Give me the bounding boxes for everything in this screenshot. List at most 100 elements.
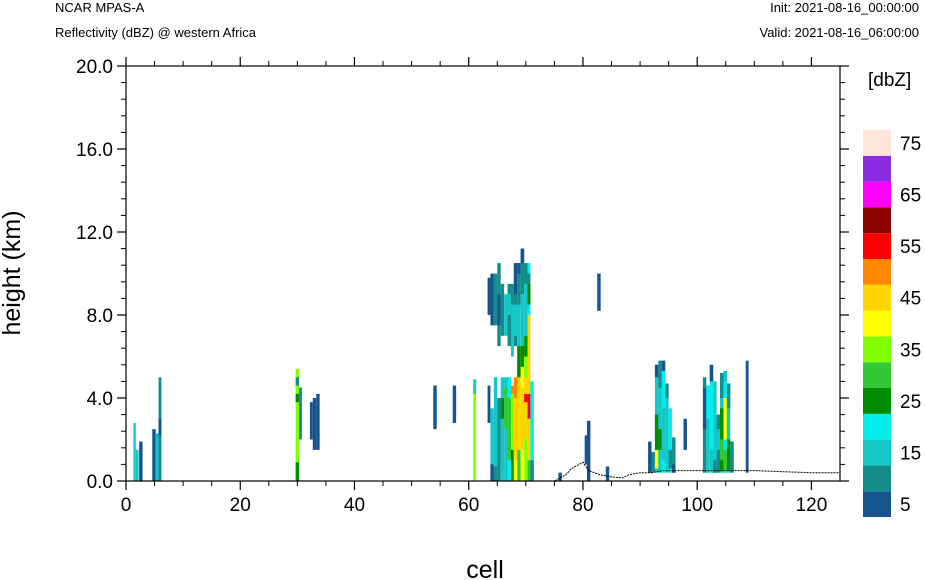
x-axis-title: cell <box>466 556 504 580</box>
reflectivity-cell <box>504 294 508 336</box>
colorbar-label: 5 <box>900 495 911 516</box>
reflectivity-cell <box>586 420 591 481</box>
reflectivity-cell <box>520 248 525 347</box>
colorbar-label: 55 <box>900 237 921 258</box>
reflectivity-cell <box>716 429 721 450</box>
reflectivity-cell <box>683 418 687 450</box>
reflectivity-cell <box>524 377 528 440</box>
reflectivity-cell <box>135 449 139 481</box>
reflectivity-cell <box>517 346 521 378</box>
reflectivity-cell <box>295 462 300 481</box>
reflectivity-cell <box>723 449 727 471</box>
reflectivity-cell <box>672 464 676 473</box>
colorbar-label: 15 <box>900 444 921 465</box>
reflectivity-cell <box>158 418 162 436</box>
colorbar-swatch <box>863 130 891 156</box>
reflectivity-cell <box>497 294 501 326</box>
reflectivity-cell <box>558 472 562 481</box>
reflectivity-cell <box>507 398 511 461</box>
y-tick-label: 8.0 <box>87 306 113 327</box>
reflectivity-cell <box>500 398 505 419</box>
colorbar-swatch <box>863 310 891 337</box>
colorbar-label: 25 <box>900 392 921 413</box>
y-tick-label: 16.0 <box>76 140 113 161</box>
reflectivity-cell <box>709 364 714 473</box>
reflectivity-cell <box>723 371 727 382</box>
colorbar-swatch <box>863 207 891 234</box>
reflectivity-cell <box>133 422 136 481</box>
colorbar-label: 65 <box>900 186 921 207</box>
reflectivity-cell <box>720 373 724 398</box>
reflectivity-cell <box>658 360 662 473</box>
colorbar-swatch <box>863 284 891 311</box>
reflectivity-cell <box>730 441 734 473</box>
reflectivity-cell <box>520 346 525 367</box>
x-tick-label: 20 <box>230 495 251 516</box>
reflectivity-cell <box>517 263 521 305</box>
colorbar-swatch <box>863 259 891 285</box>
reflectivity-cell <box>500 377 505 481</box>
x-tick-label: 80 <box>572 495 593 516</box>
reflectivity-cell <box>527 283 531 305</box>
colorbar-unit: [dbZ] <box>868 70 911 91</box>
reflectivity-cell <box>295 368 300 481</box>
reflectivity-cell <box>316 393 320 450</box>
field-title: Reflectivity (dBZ) @ western Africa <box>55 25 257 40</box>
reflectivity-cell <box>654 449 659 469</box>
reflectivity-cell <box>513 377 518 398</box>
reflectivity-cell <box>668 449 673 469</box>
reflectivity-cell <box>702 387 707 430</box>
reflectivity-cell <box>520 248 525 264</box>
reflectivity-cell <box>295 393 300 403</box>
reflectivity-cell <box>672 437 676 473</box>
colorbar-swatch <box>863 233 891 259</box>
plot-axes: 0 20 40 60 80 100 120 0.0 4.0 8.0 12.0 16.0 20.0 <box>76 57 849 516</box>
reflectivity-cell <box>726 439 731 471</box>
reflectivity-cell <box>524 335 528 357</box>
reflectivity-cell <box>513 263 518 295</box>
y-tick-label: 0.0 <box>87 472 113 493</box>
reflectivity-cell <box>668 408 673 473</box>
colorbar-label: 45 <box>900 289 921 310</box>
reflectivity-cell <box>517 263 521 274</box>
reflectivity-cell <box>487 385 491 423</box>
reflectivity-cell <box>493 466 498 481</box>
reflectivity-cell <box>309 402 313 440</box>
reflectivity-cell <box>527 377 531 394</box>
reflectivity-cell <box>527 273 531 284</box>
colorbar-label: 35 <box>900 340 921 361</box>
reflectivity-cell <box>507 294 511 315</box>
colorbar-swatch <box>863 465 891 492</box>
init-time: Init: 2021-08-16_00:00:00 <box>770 0 919 15</box>
reflectivity-cell <box>709 449 714 471</box>
reflectivity-cell <box>651 451 655 473</box>
reflectivity-cell <box>709 364 714 382</box>
x-tick-label: 100 <box>681 495 713 516</box>
colorbar-swatch <box>863 388 891 414</box>
reflectivity-cell <box>510 283 514 305</box>
reflectivity-cell <box>524 393 528 403</box>
y-tick-label: 20.0 <box>76 57 113 78</box>
x-tick-label: 60 <box>458 495 479 516</box>
reflectivity-cell <box>473 379 477 481</box>
reflectivity-cell <box>584 435 587 465</box>
colorbar: 5 15 25 35 45 55 65 75 <box>863 130 921 517</box>
reflectivity-cell <box>654 414 659 461</box>
reflectivity-cell <box>490 408 494 481</box>
reflectivity-cell <box>139 441 143 481</box>
reflectivity-cell <box>497 398 501 481</box>
reflectivity-cell <box>726 383 731 473</box>
reflectivity-cells <box>133 248 749 481</box>
colorbar-swatch <box>863 336 891 363</box>
y-tick-label: 12.0 <box>76 223 113 244</box>
reflectivity-cell <box>723 398 727 440</box>
reflectivity-cell <box>433 385 437 430</box>
y-axis-title: height (km) <box>0 210 26 335</box>
reflectivity-cell <box>510 385 514 394</box>
reflectivity-cell <box>517 377 521 450</box>
colorbar-swatch <box>863 439 891 466</box>
reflectivity-cell <box>524 263 528 336</box>
reflectivity-cell <box>661 408 666 461</box>
reflectivity-cell <box>597 273 601 311</box>
